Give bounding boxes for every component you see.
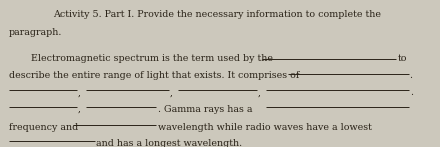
Text: ,: ,: [170, 88, 173, 97]
Text: ,: ,: [258, 88, 261, 97]
Text: ,: ,: [77, 88, 81, 97]
Text: wavelength while radio waves have a lowest: wavelength while radio waves have a lowe…: [158, 123, 371, 132]
Text: describe the entire range of light that exists. It comprises of: describe the entire range of light that …: [9, 71, 299, 80]
Text: and has a longest wavelength.: and has a longest wavelength.: [96, 139, 242, 147]
Text: .: .: [409, 71, 412, 80]
Text: ,: ,: [77, 105, 81, 114]
Text: frequency and: frequency and: [9, 123, 78, 132]
Text: paragraph.: paragraph.: [9, 28, 62, 37]
Text: Electromagnetic spectrum is the term used by the: Electromagnetic spectrum is the term use…: [31, 54, 273, 63]
Text: . Gamma rays has a: . Gamma rays has a: [158, 105, 252, 114]
Text: Activity 5. Part I. Provide the necessary information to complete the: Activity 5. Part I. Provide the necessar…: [53, 10, 381, 19]
Text: to: to: [398, 54, 408, 63]
Text: .: .: [410, 88, 413, 97]
